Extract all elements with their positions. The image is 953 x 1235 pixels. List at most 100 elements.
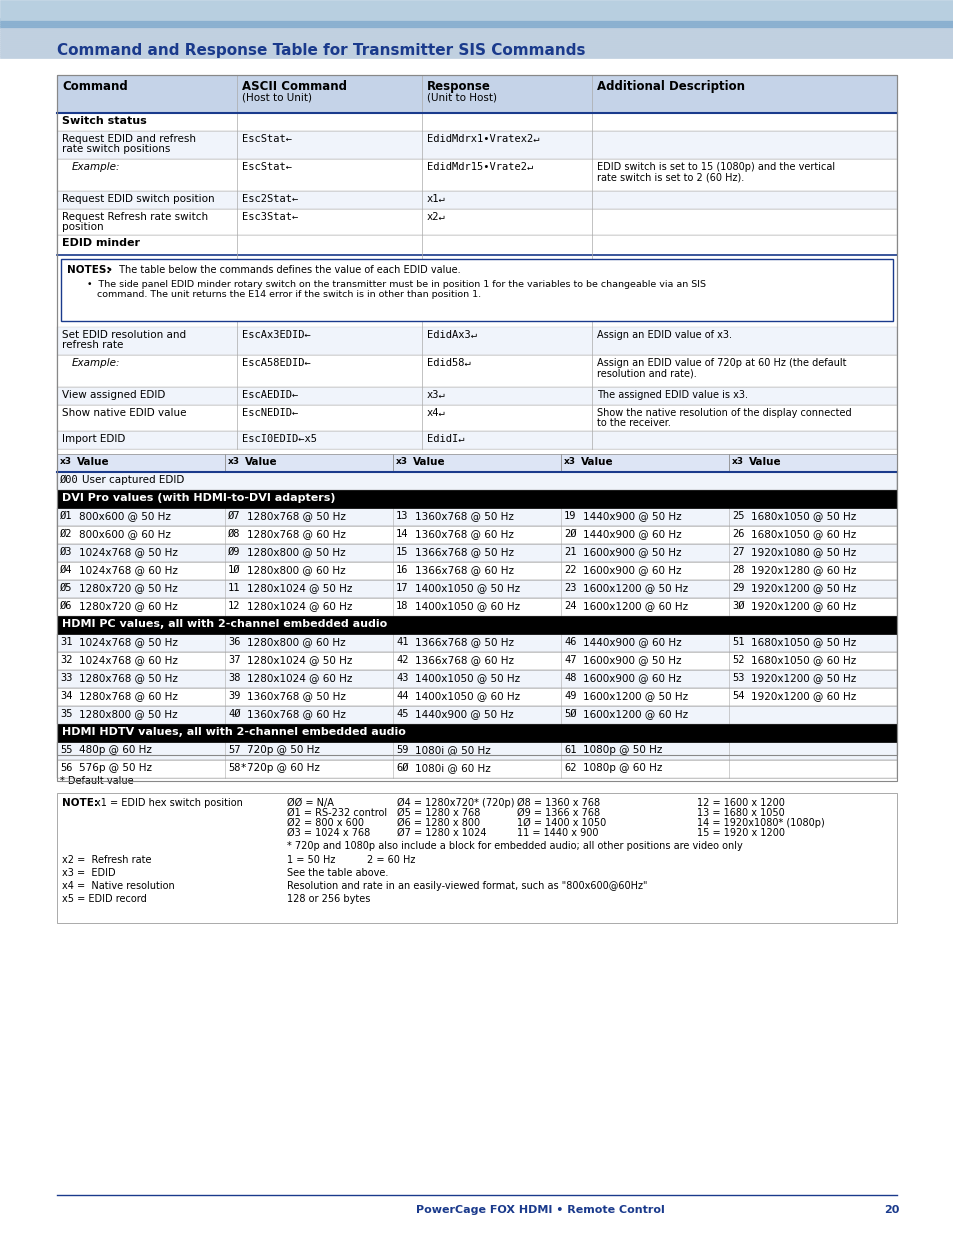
Text: 1280x1024 @ 50 Hz: 1280x1024 @ 50 Hz xyxy=(247,583,352,593)
Text: •  The table below the commands defines the value of each EDID value.: • The table below the commands defines t… xyxy=(107,266,460,275)
Text: 62: 62 xyxy=(563,763,576,773)
Text: 15 = 1920 x 1200: 15 = 1920 x 1200 xyxy=(697,827,784,839)
Text: 1366x768 @ 50 Hz: 1366x768 @ 50 Hz xyxy=(415,637,514,647)
Text: 1366x768 @ 60 Hz: 1366x768 @ 60 Hz xyxy=(415,655,514,664)
Text: Example:: Example: xyxy=(71,162,120,172)
Text: EdidMdrx1•Vratex2↵: EdidMdrx1•Vratex2↵ xyxy=(427,135,539,144)
Text: Switch status: Switch status xyxy=(62,116,147,126)
Text: 12 = 1600 x 1200: 12 = 1600 x 1200 xyxy=(697,798,784,808)
Bar xyxy=(57,706,896,724)
Bar xyxy=(0,0,953,20)
Text: Ø7: Ø7 xyxy=(228,511,240,521)
Text: 13 = 1680 x 1050: 13 = 1680 x 1050 xyxy=(697,808,784,818)
Text: 1600x900 @ 60 Hz: 1600x900 @ 60 Hz xyxy=(582,673,680,683)
Text: 1400x1050 @ 50 Hz: 1400x1050 @ 50 Hz xyxy=(415,583,519,593)
Text: 1920x1200 @ 60 Hz: 1920x1200 @ 60 Hz xyxy=(750,692,856,701)
Text: 1440x900 @ 60 Hz: 1440x900 @ 60 Hz xyxy=(582,529,680,538)
Text: DVI Pro values (with HDMI-to-DVI adapters): DVI Pro values (with HDMI-to-DVI adapter… xyxy=(62,493,335,503)
Text: 1280x1024 @ 60 Hz: 1280x1024 @ 60 Hz xyxy=(247,673,352,683)
Text: Set EDID resolution and: Set EDID resolution and xyxy=(62,330,186,340)
Text: 1920x1200 @ 60 Hz: 1920x1200 @ 60 Hz xyxy=(750,601,856,611)
Bar xyxy=(0,48,953,49)
Text: 1400x1050 @ 60 Hz: 1400x1050 @ 60 Hz xyxy=(415,692,519,701)
Text: 1600x900 @ 50 Hz: 1600x900 @ 50 Hz xyxy=(582,655,680,664)
Text: 31: 31 xyxy=(60,637,72,647)
Text: (Host to Unit): (Host to Unit) xyxy=(242,93,312,103)
Text: 4Ø: 4Ø xyxy=(228,709,240,719)
Text: Additional Description: Additional Description xyxy=(597,80,744,93)
Text: 12: 12 xyxy=(228,601,240,611)
Text: 11: 11 xyxy=(228,583,240,593)
Text: 1360x768 @ 50 Hz: 1360x768 @ 50 Hz xyxy=(415,511,514,521)
Text: 24: 24 xyxy=(563,601,576,611)
Bar xyxy=(57,562,896,580)
Text: Value: Value xyxy=(245,457,277,467)
Bar xyxy=(57,472,896,490)
Text: Import EDID: Import EDID xyxy=(62,433,125,445)
Text: Ø1 = RS-232 control: Ø1 = RS-232 control xyxy=(287,808,387,818)
Text: Value: Value xyxy=(77,457,110,467)
Text: x3: x3 xyxy=(563,457,576,466)
Text: Show the native resolution of the display connected: Show the native resolution of the displa… xyxy=(597,408,851,417)
Text: 1280x720 @ 50 Hz: 1280x720 @ 50 Hz xyxy=(79,583,177,593)
Text: EdidI↵: EdidI↵ xyxy=(427,433,464,445)
Text: 576p @ 50 Hz: 576p @ 50 Hz xyxy=(79,763,152,773)
Text: 20: 20 xyxy=(883,1205,899,1215)
Bar xyxy=(57,760,896,778)
Text: 1600x900 @ 50 Hz: 1600x900 @ 50 Hz xyxy=(582,547,680,557)
Text: The assigned EDID value is x3.: The assigned EDID value is x3. xyxy=(597,390,747,400)
Text: EscAEDID←: EscAEDID← xyxy=(242,390,298,400)
Text: Ø5 = 1280 x 768: Ø5 = 1280 x 768 xyxy=(396,808,480,818)
Text: 52: 52 xyxy=(731,655,743,664)
Bar xyxy=(0,20,953,22)
Text: 32: 32 xyxy=(60,655,72,664)
Text: 1366x768 @ 60 Hz: 1366x768 @ 60 Hz xyxy=(415,564,514,576)
Text: 34: 34 xyxy=(60,692,72,701)
Text: 44: 44 xyxy=(395,692,408,701)
Text: 18: 18 xyxy=(395,601,408,611)
Text: 1360x768 @ 60 Hz: 1360x768 @ 60 Hz xyxy=(247,709,346,719)
Bar xyxy=(57,327,896,354)
Text: Esc3Stat←: Esc3Stat← xyxy=(242,212,298,222)
Bar xyxy=(728,454,896,472)
Text: 1280x800 @ 60 Hz: 1280x800 @ 60 Hz xyxy=(247,564,345,576)
Text: 13: 13 xyxy=(395,511,408,521)
Bar xyxy=(57,75,896,112)
Text: rate switch is set to 2 (60 Hz).: rate switch is set to 2 (60 Hz). xyxy=(597,172,743,182)
Text: 41: 41 xyxy=(395,637,408,647)
Text: 1680x1050 @ 60 Hz: 1680x1050 @ 60 Hz xyxy=(750,655,856,664)
Text: Request EDID switch position: Request EDID switch position xyxy=(62,194,214,204)
Text: Ø5: Ø5 xyxy=(60,583,72,593)
Bar xyxy=(0,46,953,48)
Text: * 720p and 1080p also include a block for embedded audio; all other positions ar: * 720p and 1080p also include a block fo… xyxy=(287,841,742,851)
Text: 42: 42 xyxy=(395,655,408,664)
Text: 1680x1050 @ 50 Hz: 1680x1050 @ 50 Hz xyxy=(750,511,856,521)
Text: 15: 15 xyxy=(395,547,408,557)
Text: 1400x1050 @ 50 Hz: 1400x1050 @ 50 Hz xyxy=(415,673,519,683)
Bar xyxy=(0,56,953,58)
Text: Edid58↵: Edid58↵ xyxy=(427,358,470,368)
Bar xyxy=(0,42,953,44)
Text: 17: 17 xyxy=(395,583,408,593)
Text: 1080i @ 60 Hz: 1080i @ 60 Hz xyxy=(415,763,490,773)
Bar xyxy=(0,23,953,26)
Text: rate switch positions: rate switch positions xyxy=(62,144,171,154)
Text: x3: x3 xyxy=(60,457,71,466)
Text: Value: Value xyxy=(748,457,781,467)
Text: 1280x768 @ 60 Hz: 1280x768 @ 60 Hz xyxy=(247,529,346,538)
Text: 35: 35 xyxy=(60,709,72,719)
Text: 1280x768 @ 50 Hz: 1280x768 @ 50 Hz xyxy=(247,511,346,521)
Text: 5Ø: 5Ø xyxy=(563,709,576,719)
Text: Ø2 = 800 x 600: Ø2 = 800 x 600 xyxy=(287,818,364,827)
Text: 33: 33 xyxy=(60,673,72,683)
Text: to the receiver.: to the receiver. xyxy=(597,417,670,429)
Text: Ø00: Ø00 xyxy=(60,475,79,485)
Text: 1600x1200 @ 50 Hz: 1600x1200 @ 50 Hz xyxy=(582,583,687,593)
Text: 1366x768 @ 50 Hz: 1366x768 @ 50 Hz xyxy=(415,547,514,557)
Text: Assign an EDID value of x3.: Assign an EDID value of x3. xyxy=(597,330,731,340)
Text: 1680x1050 @ 60 Hz: 1680x1050 @ 60 Hz xyxy=(750,529,856,538)
Text: 46: 46 xyxy=(563,637,576,647)
Bar xyxy=(57,652,896,671)
Text: resolution and rate).: resolution and rate). xyxy=(597,368,696,378)
Bar xyxy=(57,543,896,562)
